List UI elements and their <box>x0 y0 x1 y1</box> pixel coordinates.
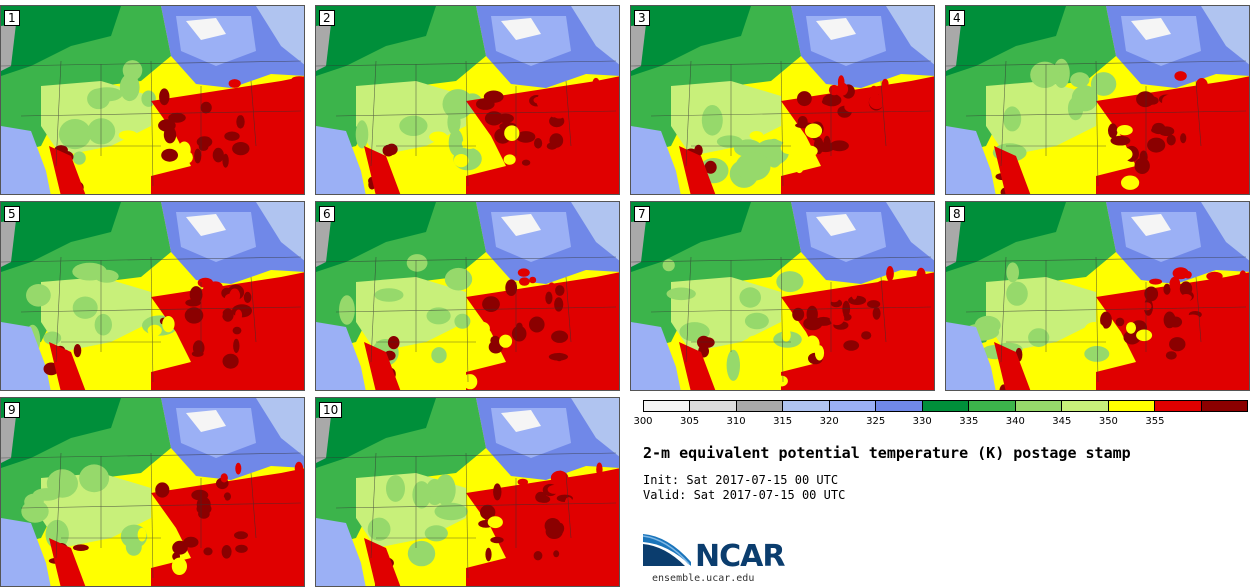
colorbar-tick-label: 305 <box>679 416 700 427</box>
ensemble-member-map: 3 <box>630 5 935 195</box>
colorbar-tick-label: 345 <box>1052 416 1072 427</box>
colorbar-tick-label: 355 <box>1145 416 1165 427</box>
colorbar-tick-label: 340 <box>1005 416 1025 427</box>
ensemble-member-map: 10 <box>315 397 620 587</box>
colorbar-tick-label: 310 <box>726 416 746 427</box>
ensemble-member-map: 9 <box>0 397 305 587</box>
colorbar-segment <box>644 401 691 411</box>
colorbar-segment <box>1062 401 1109 411</box>
colorbar-segment <box>1201 401 1248 411</box>
member-number-label: 10 <box>319 402 343 418</box>
colorbar-tick-label: 315 <box>773 416 793 427</box>
colorbar-segment <box>690 401 737 411</box>
plot-title: 2-m equivalent potential temperature (K)… <box>643 444 1131 462</box>
ensemble-member-map: 8 <box>945 201 1250 391</box>
ncar-url: ensemble.ucar.edu <box>652 573 755 584</box>
colorbar-tick-label: 335 <box>959 416 979 427</box>
colorbar-segment <box>736 401 784 411</box>
colorbar <box>643 400 1248 412</box>
ensemble-member-map: 4 <box>945 5 1250 195</box>
member-number-label: 1 <box>4 10 20 26</box>
colorbar-segment <box>922 401 970 411</box>
colorbar-tick-label: 300 <box>633 416 653 427</box>
colorbar-tick-label: 350 <box>1098 416 1118 427</box>
ensemble-member-map: 5 <box>0 201 305 391</box>
member-number-label: 5 <box>4 206 20 222</box>
colorbar-segment <box>783 401 830 411</box>
member-number-label: 9 <box>4 402 20 418</box>
member-number-label: 6 <box>319 206 335 222</box>
colorbar-tick-label: 320 <box>819 416 839 427</box>
member-number-label: 2 <box>319 10 335 26</box>
colorbar-segment <box>1108 401 1156 411</box>
ensemble-member-map: 1 <box>0 5 305 195</box>
ensemble-member-map: 6 <box>315 201 620 391</box>
colorbar-tick-label: 330 <box>912 416 932 427</box>
ncar-logo-icon <box>643 534 691 566</box>
ensemble-member-map: 2 <box>315 5 620 195</box>
member-number-label: 7 <box>634 206 650 222</box>
init-time: Init: Sat 2017-07-15 00 UTC <box>643 473 839 487</box>
colorbar-segment <box>829 401 877 411</box>
colorbar-segment <box>1155 401 1202 411</box>
ncar-logo-text: NCAR <box>695 539 785 574</box>
member-number-label: 8 <box>949 206 965 222</box>
ensemble-member-map: 7 <box>630 201 935 391</box>
valid-time: Valid: Sat 2017-07-15 00 UTC <box>643 488 846 502</box>
member-number-label: 4 <box>949 10 965 26</box>
colorbar-segment <box>876 401 923 411</box>
colorbar-segment <box>969 401 1016 411</box>
member-number-label: 3 <box>634 10 650 26</box>
colorbar-tick-label: 325 <box>866 416 886 427</box>
colorbar-segment <box>1015 401 1063 411</box>
